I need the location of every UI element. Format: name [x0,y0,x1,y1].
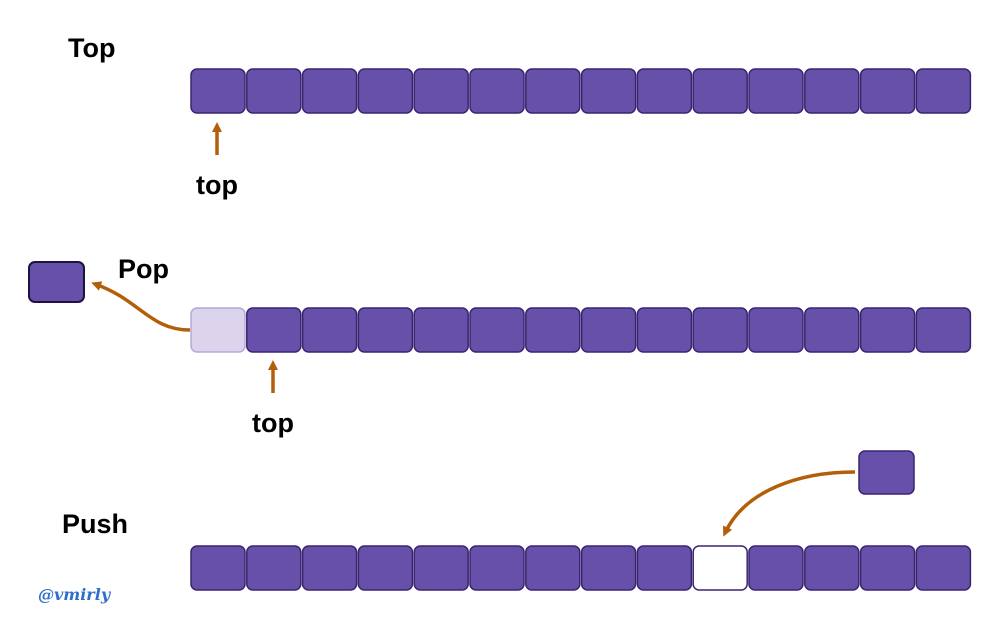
pop-stack-cell [748,307,804,353]
top-stack-cell [636,68,693,114]
pop-stack-cell [636,307,693,353]
top-pointer-label: top [196,170,238,200]
push-stack-cell [190,545,246,591]
top-panel-title: Top [68,33,115,63]
push-stack-cell [804,545,860,591]
top-stack-cell [859,68,916,114]
push-stack-cell [915,545,972,591]
pop-stack-cell [413,307,469,353]
popped-element [28,261,85,303]
push-stack-cell [636,545,693,591]
pop-stack-cell [804,307,860,353]
top-stack-cell [692,68,748,114]
top-stack-cell [190,68,246,114]
top-stack-cell [301,68,358,114]
top-panel: Top top [68,33,972,200]
pop-stack-cell [246,307,302,353]
push-empty-slot [692,545,748,591]
top-stack-cell [525,68,581,114]
watermark: @vmirly [38,585,112,604]
pop-stack-cell [580,307,637,353]
pop-stack-cell [469,307,525,353]
pop-stack-cell [357,307,414,353]
push-stack-cell [748,545,804,591]
top-stack-cell [413,68,469,114]
top-stack-cell [580,68,637,114]
pop-stack-cell [525,307,581,353]
push-stack-row [190,545,972,591]
pop-stack-cell [301,307,358,353]
push-stack-cell [246,545,302,591]
top-stack-cell [804,68,860,114]
pushed-element [858,450,915,495]
push-stack-cell [859,545,916,591]
push-panel-title: Push [62,509,128,539]
pop-arrow [91,281,191,332]
top-stack-cell [915,68,972,114]
push-panel: Push [62,450,972,591]
pop-pointer-label: top [252,408,294,438]
top-stack-cell [748,68,804,114]
pop-panel-title: Pop [118,254,169,284]
top-stack-cell [357,68,414,114]
pop-stack-cell [859,307,916,353]
top-stack-cell [469,68,525,114]
push-stack-cell [525,545,581,591]
pop-popped-slot [190,307,246,353]
push-stack-cell [469,545,525,591]
pop-stack-cell [692,307,748,353]
push-stack-cell [413,545,469,591]
push-stack-cell [580,545,637,591]
push-stack-cell [357,545,414,591]
push-arrow [723,470,856,537]
pop-stack-cell [915,307,972,353]
top-stack-row [190,68,972,114]
pop-panel: Pop top [28,254,972,438]
top-stack-cell [246,68,302,114]
pop-stack-row [190,307,972,353]
push-stack-cell [301,545,358,591]
